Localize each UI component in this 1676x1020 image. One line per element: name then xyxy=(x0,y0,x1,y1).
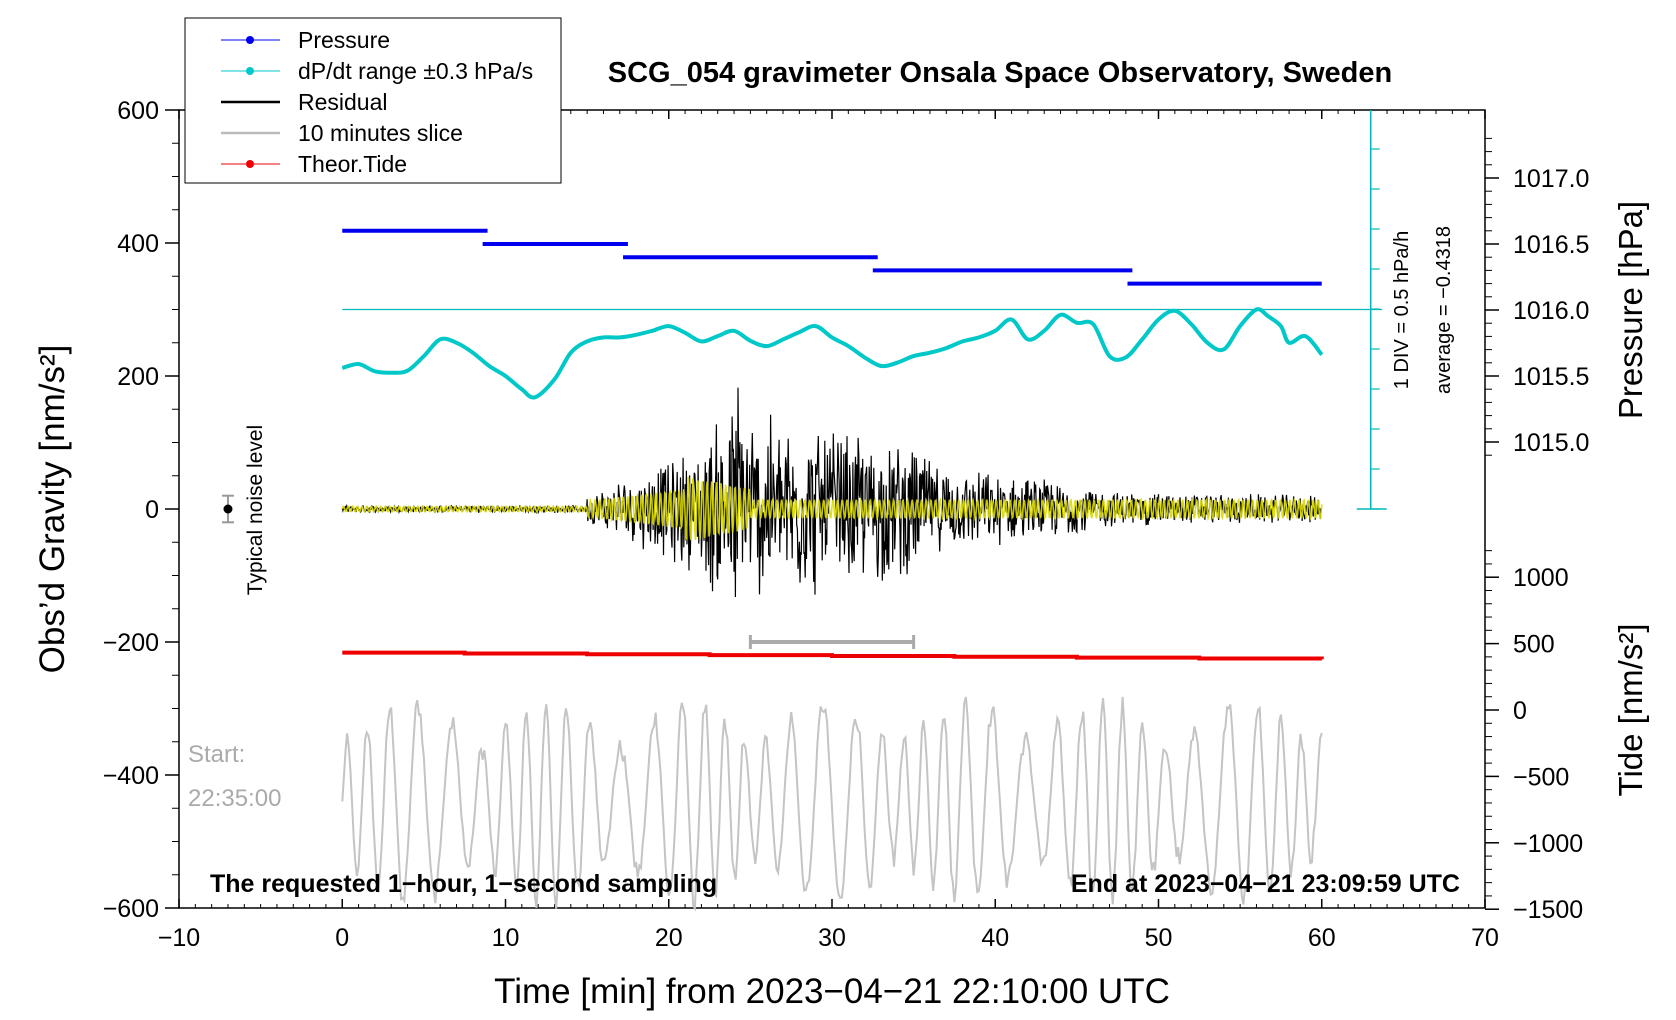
tide-axis: −1500 −1000 −500 0 500 1000 xyxy=(1485,550,1583,924)
x-tick-label: 60 xyxy=(1308,924,1336,952)
x-tick-label: 70 xyxy=(1471,924,1499,952)
x-tick-label: 20 xyxy=(655,924,683,952)
y-tick-label: 0 xyxy=(145,496,159,524)
x-axis-label: Time [min] from 2023−04−21 22:10:00 UTC xyxy=(494,972,1170,1011)
tide-tick-label: 1000 xyxy=(1513,564,1569,592)
y-tick-label: −600 xyxy=(103,895,159,923)
chart-title: SCG_054 gravimeter Onsala Space Observat… xyxy=(608,57,1392,89)
pressure-tick-label: 1016.0 xyxy=(1513,297,1589,325)
noise-level-marker xyxy=(221,494,234,524)
noise-point xyxy=(223,504,233,514)
pressure-axis: 1015.0 1015.5 1016.0 1016.5 1017.0 xyxy=(1485,137,1589,457)
noise-level-label: Typical noise level xyxy=(244,425,267,595)
y-tick-label: 600 xyxy=(117,97,159,125)
pressure-tick-label: 1017.0 xyxy=(1513,165,1589,193)
footer-right: End at 2023−04−21 23:09:59 UTC xyxy=(1071,870,1460,898)
y-tick-label: 400 xyxy=(117,230,159,258)
tide-series xyxy=(342,650,1324,661)
div-scale-bar xyxy=(1356,110,1387,510)
slice-line xyxy=(341,696,1323,912)
start-label: Start: xyxy=(188,741,245,768)
tide-line xyxy=(342,650,1324,661)
pressure-series xyxy=(342,228,1322,286)
x-tick-label: 10 xyxy=(492,924,520,952)
ten-minute-slice-trace xyxy=(341,696,1323,912)
legend-label: dP/dt range ±0.3 hPa/s xyxy=(298,58,533,84)
y-tick-label: 200 xyxy=(117,363,159,391)
pressure-tick-label: 1016.5 xyxy=(1513,231,1589,259)
y-tick-label: −200 xyxy=(103,629,159,657)
x-tick-label: 30 xyxy=(818,924,846,952)
dpdt-series-line xyxy=(341,307,1324,400)
y-axis-label-left: Obs’d Gravity [nm/s²] xyxy=(33,345,72,674)
tide-tick-label: 0 xyxy=(1513,697,1527,725)
average-label: average = −0.4318 xyxy=(1433,226,1455,394)
footer-left: The requested 1−hour, 1−second sampling xyxy=(210,870,717,898)
legend-label: Residual xyxy=(298,89,388,115)
div-label: 1 DIV = 0.5 hPa/h xyxy=(1391,231,1413,389)
legend-marker xyxy=(246,160,254,168)
legend-label: 10 minutes slice xyxy=(298,120,463,146)
x-tick-label: 40 xyxy=(981,924,1009,952)
pressure-tick-label: 1015.5 xyxy=(1513,363,1589,391)
x-tick-label: 50 xyxy=(1145,924,1173,952)
legend: Pressure dP/dt range ±0.3 hPa/s Residual 10… xyxy=(184,17,562,184)
y-axis-label-pressure: Pressure [hPa] xyxy=(1612,201,1649,419)
slice-range-bracket xyxy=(748,635,916,649)
y-tick-label: −400 xyxy=(103,762,159,790)
x-axis: −10 0 10 20 30 40 50 60 70 xyxy=(158,110,1499,952)
tide-tick-label: −1000 xyxy=(1513,830,1583,858)
start-time: 22:35:00 xyxy=(188,785,281,812)
tide-tick-label: 500 xyxy=(1513,631,1555,659)
tide-tick-label: −500 xyxy=(1513,763,1569,791)
legend-label: Theor.Tide xyxy=(298,151,407,177)
residual-line xyxy=(341,387,1323,598)
y-axis-label-tide: Tide [nm/s²] xyxy=(1612,624,1649,797)
x-tick-label: 0 xyxy=(335,924,349,952)
legend-marker xyxy=(246,67,254,75)
residual-filtered-line xyxy=(341,476,1323,541)
pressure-tick-label: 1015.0 xyxy=(1513,429,1589,457)
legend-marker xyxy=(246,36,254,44)
y-axis-left: −600 −400 −200 0 200 400 600 xyxy=(103,97,179,923)
legend-box xyxy=(184,17,562,184)
x-tick-label: −10 xyxy=(158,924,200,952)
legend-label: Pressure xyxy=(298,27,390,53)
tide-tick-label: −1500 xyxy=(1513,896,1583,924)
residual-trace xyxy=(341,387,1323,598)
